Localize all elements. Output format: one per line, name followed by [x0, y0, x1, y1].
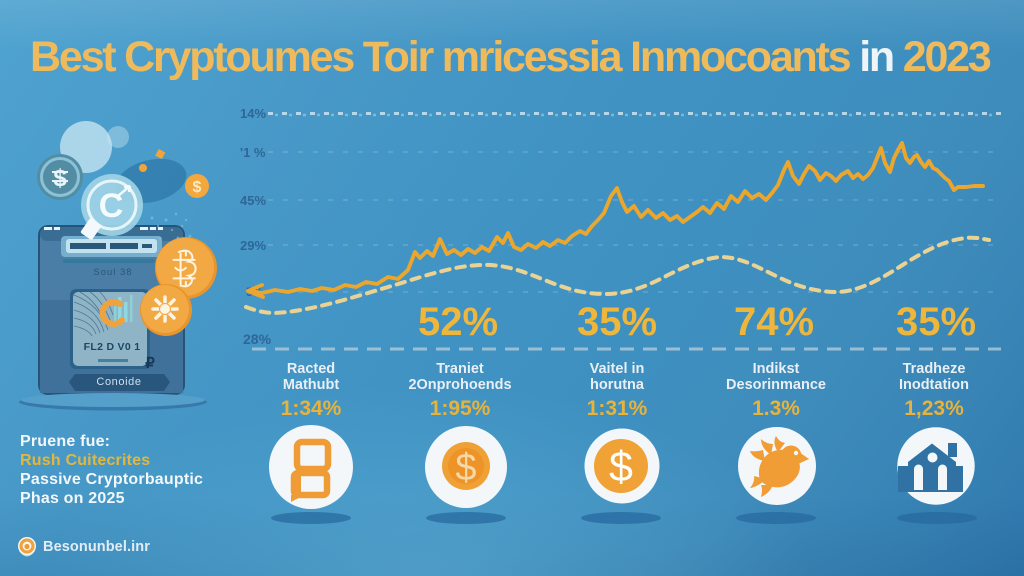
svg-text:$: $	[455, 447, 476, 489]
svg-text:14%: 14%	[240, 106, 266, 121]
svg-text:$: $	[609, 443, 633, 491]
svg-text:₽: ₽	[145, 355, 155, 372]
svg-text:FL2 D V0 1: FL2 D V0 1	[84, 341, 141, 353]
svg-text:C: C	[99, 187, 124, 225]
svg-text:Conoide: Conoide	[96, 376, 141, 388]
svg-text:'1 %: '1 %	[240, 145, 266, 160]
svg-text:45%: 45%	[240, 193, 266, 208]
svg-text:28%: 28%	[243, 331, 272, 347]
svg-text:29%: 29%	[240, 238, 266, 253]
svg-text:Soul 38: Soul 38	[93, 267, 132, 278]
svg-text:$: $	[53, 165, 67, 192]
svg-text:$: $	[193, 179, 202, 196]
